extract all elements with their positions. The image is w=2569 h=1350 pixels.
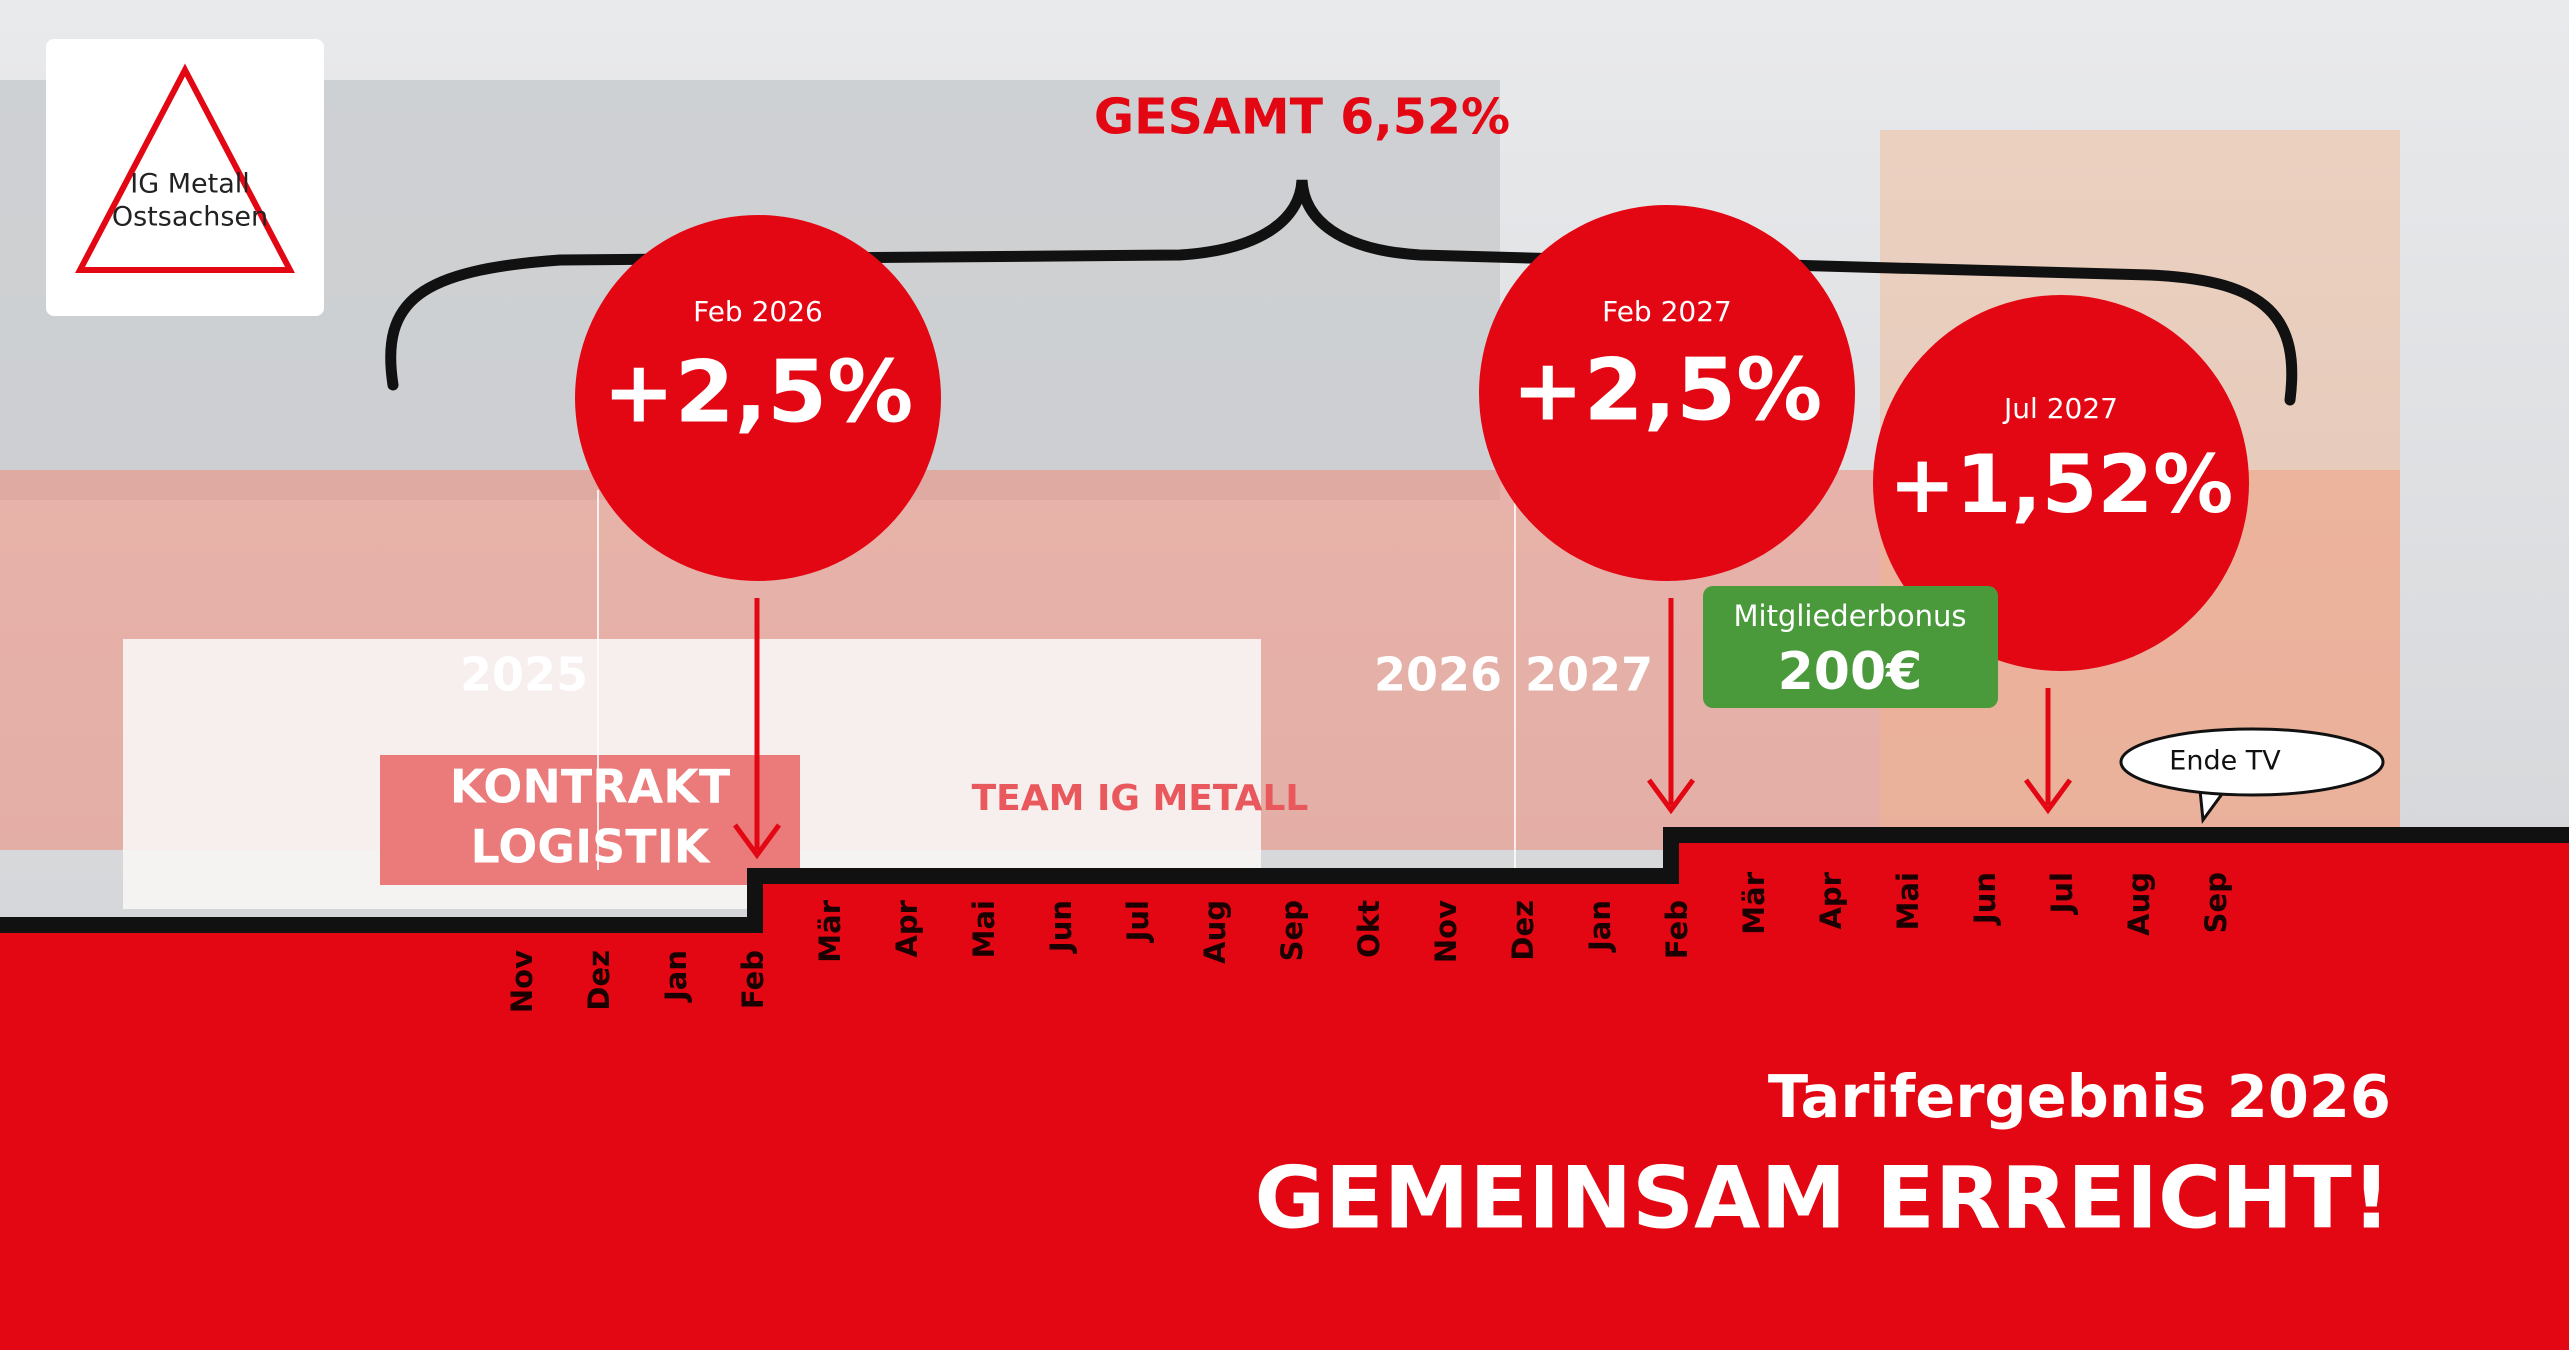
- year-label: 2027: [1525, 648, 1653, 702]
- step-date: Jul 2027: [2002, 392, 2118, 425]
- step-date: Feb 2026: [693, 295, 823, 328]
- logo-box: [46, 39, 324, 316]
- month-label: Apr: [890, 899, 924, 957]
- bonus-box: [1703, 586, 1998, 708]
- month-label: Sep: [2199, 872, 2233, 933]
- red-area: [0, 835, 2569, 1350]
- step-increase: +2,5%: [1512, 340, 1823, 440]
- month-label: Jul: [2045, 872, 2079, 915]
- logo-text: IG Metall: [130, 169, 250, 200]
- month-label: Aug: [1198, 900, 1232, 964]
- subtitle: Tarifergebnis 2026: [1768, 1062, 2391, 1131]
- month-label: Aug: [2122, 872, 2156, 936]
- month-label: Mär: [813, 899, 847, 962]
- step-date: Feb 2027: [1602, 295, 1732, 328]
- total: GESAMT 6,52%: [1094, 89, 1510, 146]
- month-label: Jun: [1968, 872, 2002, 926]
- step-circle: [1873, 295, 2249, 671]
- month-label: Jan: [1583, 900, 1617, 953]
- month-label: Apr: [1814, 871, 1848, 929]
- month-label: Jan: [659, 950, 693, 1003]
- month-label: Dez: [582, 950, 616, 1011]
- step-circle: [575, 215, 941, 581]
- banner-field: [380, 755, 800, 885]
- month-label: Mai: [1891, 872, 1925, 930]
- month-label: Nov: [505, 950, 539, 1013]
- month-label: Nov: [1429, 900, 1463, 963]
- month-axis: Nov Dez Jan Feb Mär Apr Mai Jun Jul Aug Sep Okt Nov D…: [505, 871, 2233, 1013]
- month-label: Mär: [1737, 871, 1771, 934]
- banner-text: KONTRAKT: [450, 760, 731, 814]
- banner-text: LOGISTIK: [471, 820, 712, 874]
- month-label: Mai: [967, 900, 1001, 958]
- month-label: Jul: [1121, 900, 1155, 943]
- bonus-label: Mitgliederbonus: [1733, 599, 1966, 633]
- logo-text: Ostsachsen: [112, 202, 268, 233]
- brace: [385, 179, 2298, 406]
- month-label: Feb: [736, 950, 770, 1009]
- year-label: 2025: [460, 648, 588, 702]
- month-label: Dez: [1506, 900, 1540, 961]
- year-label: 2026: [1374, 648, 1502, 702]
- month-label: Okt: [1352, 900, 1386, 958]
- end-label: Ende TV: [2169, 746, 2281, 777]
- step-circle: [1479, 205, 1855, 581]
- step-increase: +1,52%: [1889, 438, 2234, 531]
- banner-text: TEAM IG METALL: [972, 778, 1309, 819]
- logo-triangle: [75, 63, 295, 273]
- step-line: [0, 827, 2569, 933]
- month-label: Sep: [1275, 900, 1309, 961]
- month-label: Feb: [1660, 900, 1694, 959]
- month-label: Jun: [1044, 900, 1078, 954]
- bonus-amount: 200€: [1778, 642, 1923, 702]
- arrows: [732, 598, 2073, 860]
- end-bubble: [2119, 727, 2385, 797]
- title: GEMEINSAM ERREICHT!: [1254, 1148, 2391, 1248]
- step-increase: +2,5%: [603, 342, 914, 442]
